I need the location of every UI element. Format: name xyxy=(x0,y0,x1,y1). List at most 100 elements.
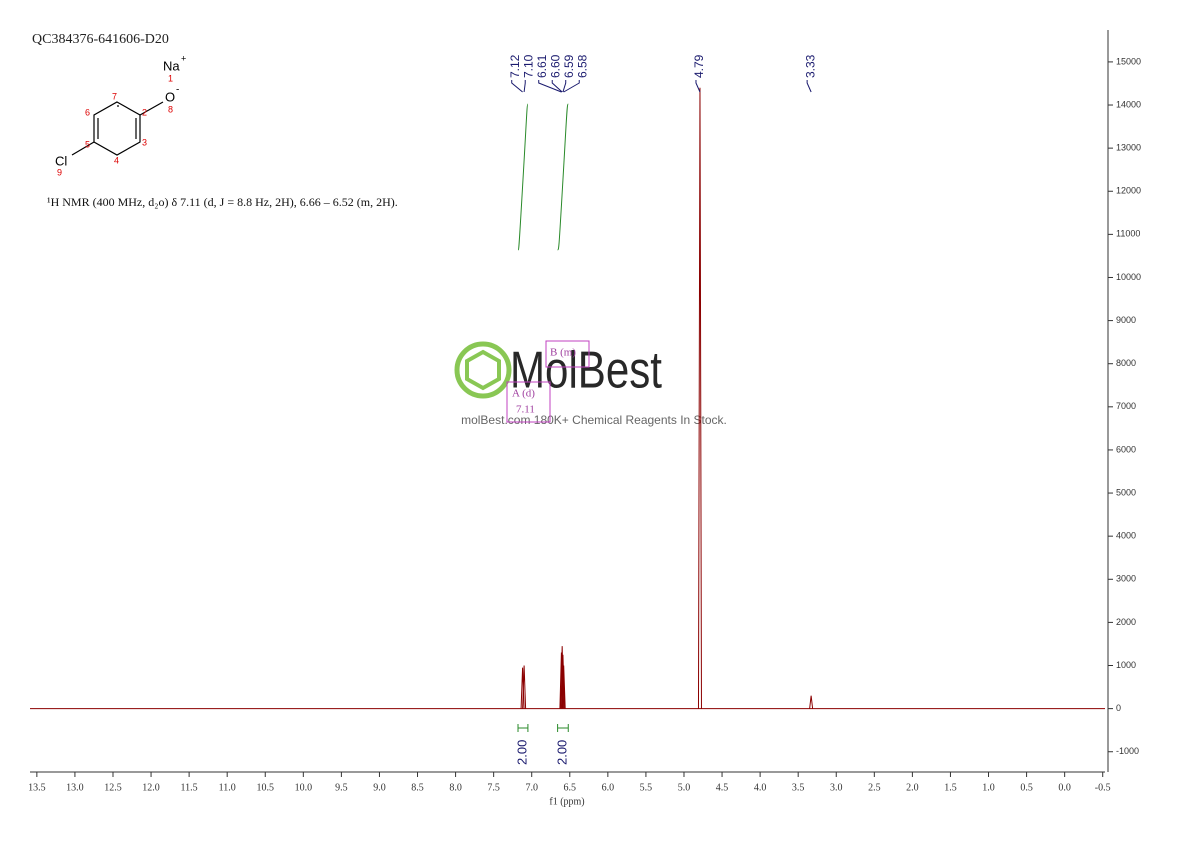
y-tick-label: 12000 xyxy=(1116,186,1141,196)
peak-label: 3.33 xyxy=(803,54,817,78)
x-tick-label: 5.5 xyxy=(640,782,653,793)
multiplet-label: B (m) xyxy=(550,347,576,359)
y-tick-label: 6000 xyxy=(1116,444,1136,454)
y-tick-label: 10000 xyxy=(1116,272,1141,282)
x-tick-label: 4.5 xyxy=(716,782,729,793)
x-tick-label: 7.0 xyxy=(525,782,538,793)
atom-number: 7 xyxy=(112,91,117,101)
x-tick-label: 10.5 xyxy=(257,782,275,793)
x-tick-label: 10.0 xyxy=(295,782,313,793)
peak-leader xyxy=(695,80,701,93)
y-tick-label: 11000 xyxy=(1116,229,1140,239)
integral-value: 2.00 xyxy=(554,740,569,765)
peak xyxy=(522,665,527,709)
x-tick-label: 11.0 xyxy=(219,782,236,793)
nmr-description: ¹H NMR (400 MHz, d₂o) δ 7.11 (d, J = 8.8… xyxy=(47,195,398,209)
multiplet-box xyxy=(506,381,551,423)
peak-label: 6.59 xyxy=(562,54,576,78)
y-tick-label: 4000 xyxy=(1116,531,1136,541)
peak-label: 6.58 xyxy=(575,54,589,78)
tagline: molBest.com 180K+ Chemical Reagents In S… xyxy=(461,413,727,427)
x-tick-label: 8.0 xyxy=(449,782,462,793)
charge: + xyxy=(181,53,186,63)
structure xyxy=(71,101,164,156)
y-tick-label: 13000 xyxy=(1116,143,1141,153)
y-tick-label: 7000 xyxy=(1116,401,1136,411)
x-tick-label: 9.0 xyxy=(373,782,386,793)
peak-label: 7.10 xyxy=(521,54,535,78)
peak-leader xyxy=(563,80,580,93)
x-tick-label: 6.0 xyxy=(602,782,615,793)
logo-hexagon xyxy=(465,349,501,391)
x-tick-label: 2.5 xyxy=(868,782,881,793)
atom-number: 5 xyxy=(85,139,90,149)
y-tick-label: 0 xyxy=(1116,703,1121,713)
atom-number: 3 xyxy=(142,137,147,147)
y-tick-label: 1000 xyxy=(1116,660,1136,670)
atom-number: 8 xyxy=(168,104,173,114)
x-tick-label: 2.0 xyxy=(906,782,919,793)
integral-bracket xyxy=(557,724,569,732)
peak xyxy=(560,654,565,709)
bond xyxy=(139,101,164,116)
benzene-ring xyxy=(93,101,141,156)
peak-leader xyxy=(538,80,562,93)
atom-number: 9 xyxy=(57,167,62,177)
brand: MolBest xyxy=(510,342,662,400)
peak xyxy=(697,87,702,709)
x-tick-label: 12.0 xyxy=(142,782,160,793)
watermark: MolBest molBest.com 180K+ Chemical Reage… xyxy=(454,341,727,427)
x-tick-label: 4.0 xyxy=(754,782,767,793)
x-axis-label: f1 (ppm) xyxy=(549,796,584,807)
y-tick-label: -1000 xyxy=(1116,746,1139,756)
x-tick-label: 1.5 xyxy=(944,782,957,793)
atom-label: Na xyxy=(163,58,180,73)
logo-ring xyxy=(454,341,512,399)
peak-label: 6.60 xyxy=(548,54,562,78)
multiplet-box xyxy=(545,340,590,368)
x-tick-label: 6.5 xyxy=(564,782,577,793)
atom-label: Cl xyxy=(55,153,67,168)
atom-number: 6 xyxy=(85,107,90,117)
peak-leader xyxy=(562,80,567,93)
x-tick-label: 3.5 xyxy=(792,782,805,793)
multiplet-boxes xyxy=(506,340,590,423)
peak-label: 4.79 xyxy=(692,54,706,78)
peak xyxy=(561,665,566,709)
y-tick-label: 8000 xyxy=(1116,358,1136,368)
integral-curve xyxy=(557,103,569,251)
x-tick-label: 0.5 xyxy=(1020,782,1033,793)
atom-number: 4 xyxy=(114,155,119,165)
peak-leader xyxy=(806,80,812,93)
x-tick-label: 13.0 xyxy=(66,782,84,793)
integral-value: 2.00 xyxy=(514,740,529,765)
sample-title: QC384376-641606-D20 xyxy=(32,32,169,47)
bond xyxy=(71,141,95,156)
x-tick-label: 13.5 xyxy=(28,782,46,793)
integral-bracket xyxy=(517,724,529,732)
y-tick-label: 15000 xyxy=(1116,56,1141,66)
integral-curve xyxy=(517,103,529,251)
peak-label: 7.12 xyxy=(508,54,522,78)
y-tick-label: 5000 xyxy=(1116,487,1136,497)
peak-leader xyxy=(523,80,526,93)
x-tick-label: 11.5 xyxy=(181,782,198,793)
x-tick-label: 0.0 xyxy=(1058,782,1071,793)
y-tick-label: 2000 xyxy=(1116,617,1136,627)
charge: - xyxy=(176,85,179,96)
multiplet-shift: 7.11 xyxy=(516,404,535,416)
atom-label: O xyxy=(165,89,175,104)
peak-label: 6.61 xyxy=(535,54,549,78)
peak-leader xyxy=(511,80,523,93)
peak xyxy=(520,667,525,709)
x-tick-label: -0.5 xyxy=(1095,782,1111,793)
peak-leader xyxy=(551,80,563,93)
x-tick-label: 7.5 xyxy=(487,782,500,793)
x-tick-label: 1.0 xyxy=(982,782,995,793)
y-tick-label: 9000 xyxy=(1116,315,1136,325)
y-tick-label: 14000 xyxy=(1116,99,1141,109)
x-tick-label: 3.0 xyxy=(830,782,843,793)
y-tick-label: 3000 xyxy=(1116,574,1136,584)
atom-number: 2 xyxy=(142,107,147,117)
